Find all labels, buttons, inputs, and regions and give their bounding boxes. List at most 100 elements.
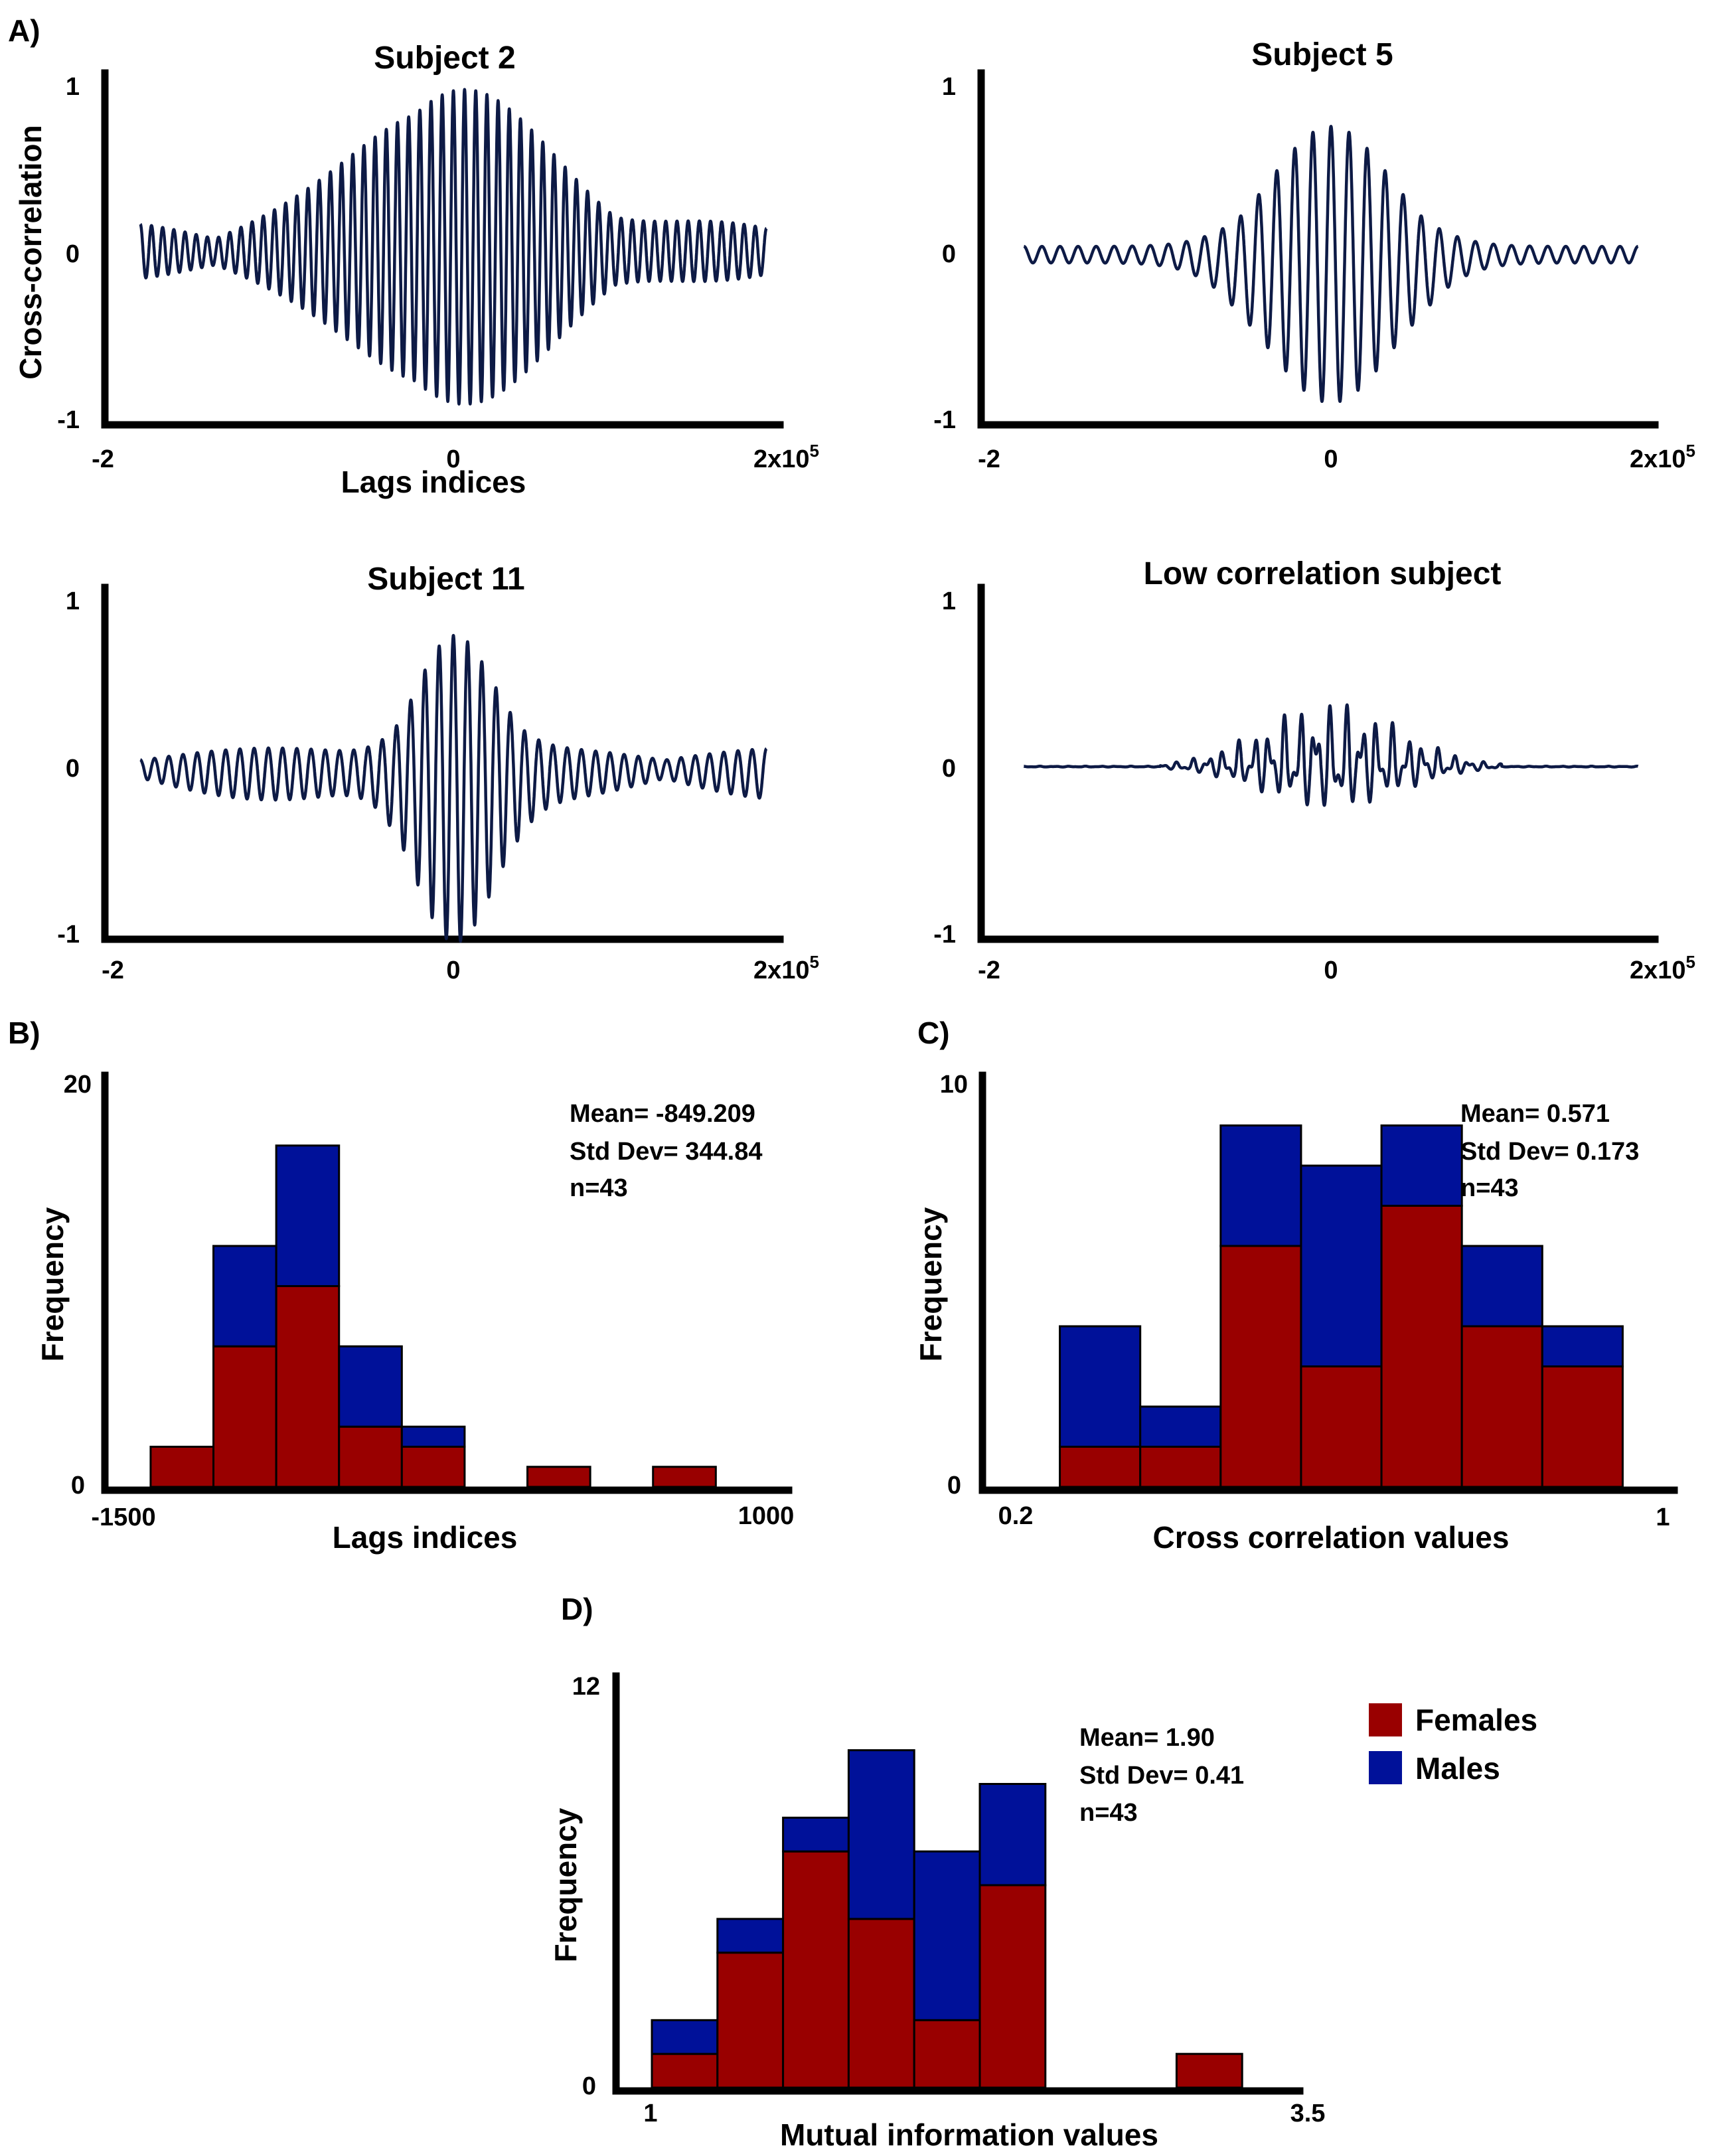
histogram-bar-females xyxy=(338,1425,403,1488)
y-tick-label: 0 xyxy=(942,240,956,268)
histogram-bar-males xyxy=(1219,1124,1302,1247)
histogram-bar-males xyxy=(782,1816,850,1853)
y-tick-label: 0 xyxy=(71,1472,85,1500)
histogram-bar-females xyxy=(1175,2052,1243,2089)
axes xyxy=(612,1672,1304,2095)
histogram-bar-males xyxy=(716,1918,785,1954)
y-axis-label: Frequency xyxy=(548,1808,583,1962)
y-tick-label: -1 xyxy=(933,406,956,434)
y-tick-label: -1 xyxy=(57,921,80,949)
x-tick-label: 1 xyxy=(1656,1503,1670,1531)
x-tick-label: 0 xyxy=(1324,957,1338,984)
stat-std-dev: Std Dev= 0.41 xyxy=(1079,1762,1244,1790)
histogram-bar-males xyxy=(847,1749,915,1920)
x-tick-label: 3.5 xyxy=(1290,2100,1326,2127)
x-axis-label: Lags indices xyxy=(341,465,526,499)
chart-mutual-information-histogram: 12 0 1 3.5 Mutual information values Fre… xyxy=(548,1672,1326,2152)
histogram-bar-males xyxy=(913,1850,981,2021)
stat-std-dev: Std Dev= 344.84 xyxy=(570,1138,762,1166)
legend-swatch-females xyxy=(1369,1703,1402,1736)
cross-correlation-line xyxy=(1022,125,1640,404)
histogram-bar-males xyxy=(212,1245,277,1348)
chart-low-correlation-subject: Low correlation subject 1 0 -1 -2 0 2x10… xyxy=(933,556,1695,984)
chart-title: Subject 2 xyxy=(374,40,515,76)
x-tick-label: 1 xyxy=(643,2100,657,2127)
chart-cross-correlation-histogram: 10 0 0.2 1 Cross correlation values Freq… xyxy=(913,1071,1678,1555)
x-tick-label: -2 xyxy=(92,445,114,473)
histogram-bar-males xyxy=(1541,1325,1624,1367)
histogram-bar-females xyxy=(1059,1446,1142,1488)
cross-correlation-line xyxy=(139,633,768,943)
x-axis-label: Lags indices xyxy=(333,1520,518,1555)
x-tick-label: 0.2 xyxy=(998,1502,1034,1530)
x-tick-label: 0 xyxy=(446,957,460,984)
histogram-bar-males xyxy=(275,1144,341,1287)
histogram-bar-females xyxy=(526,1466,591,1488)
histogram-bar-females xyxy=(1460,1325,1543,1488)
histogram-bar-males xyxy=(978,1783,1047,1887)
x-axis-label: Cross correlation values xyxy=(1153,1520,1510,1555)
stat-n: n=43 xyxy=(570,1174,628,1202)
chart-title: Low correlation subject xyxy=(1144,556,1502,591)
x-tick-label: 2x105 xyxy=(753,952,819,984)
histogram-bar-females xyxy=(212,1345,277,1488)
legend-swatch-males xyxy=(1369,1751,1402,1784)
y-tick-label: 0 xyxy=(66,240,80,268)
y-tick-label: 10 xyxy=(940,1071,968,1099)
panel-label-d: D) xyxy=(561,1592,593,1626)
histogram-bar-females xyxy=(1139,1446,1222,1488)
bars xyxy=(1059,1124,1624,1488)
x-axis-label: Mutual information values xyxy=(780,2118,1158,2152)
histogram-bar-females xyxy=(1219,1245,1302,1488)
chart-title: Subject 5 xyxy=(1251,37,1393,72)
cross-correlation-line xyxy=(1022,703,1640,807)
histogram-bar-males xyxy=(1300,1164,1383,1367)
y-tick-label: 12 xyxy=(572,1673,600,1701)
x-tick-label: 0 xyxy=(446,445,460,473)
cross-correlation-line xyxy=(139,88,768,406)
x-tick-label: 2x105 xyxy=(1630,952,1695,984)
axes xyxy=(977,69,1659,429)
y-tick-label: 0 xyxy=(942,755,956,783)
x-tick-label: -2 xyxy=(978,957,1000,984)
legend-label-males: Males xyxy=(1415,1751,1500,1786)
chart-subject-5: Subject 5 1 0 -1 -2 0 2x105 xyxy=(933,37,1695,473)
histogram-bar-females xyxy=(652,1466,717,1488)
histogram-bar-males xyxy=(338,1345,403,1428)
x-tick-label: -2 xyxy=(102,957,124,984)
panel-label-a: A) xyxy=(8,13,40,48)
stat-mean: Mean= 0.571 xyxy=(1460,1100,1610,1128)
chart-title: Subject 11 xyxy=(367,562,524,597)
y-tick-label: 20 xyxy=(64,1071,92,1099)
stat-mean: Mean= -849.209 xyxy=(570,1100,755,1128)
y-tick-label: 0 xyxy=(582,2072,596,2100)
histogram-bar-females xyxy=(1541,1365,1624,1488)
x-tick-label: -1500 xyxy=(91,1503,155,1531)
histogram-bar-males xyxy=(400,1425,466,1448)
stat-std-dev: Std Dev= 0.173 xyxy=(1460,1138,1639,1166)
histogram-bar-males xyxy=(651,2019,719,2055)
panel-label-b: B) xyxy=(8,1016,40,1050)
x-tick-label: 1000 xyxy=(738,1502,795,1530)
histogram-bar-females xyxy=(1300,1365,1383,1488)
chart-lags-histogram: 20 0 -1500 1000 Lags indices Frequency M… xyxy=(35,1071,794,1555)
histogram-bar-females xyxy=(913,2019,981,2089)
chart-subject-11: Subject 11 1 0 -1 -2 0 2x105 xyxy=(57,562,819,984)
y-tick-label: 0 xyxy=(947,1472,961,1500)
histogram-bar-males xyxy=(1460,1245,1543,1328)
histogram-bar-males xyxy=(1380,1124,1463,1207)
y-axis-label: Cross-correlation xyxy=(13,125,48,379)
y-tick-label: 1 xyxy=(66,73,80,101)
bars xyxy=(651,1749,1243,2089)
panel-label-c: C) xyxy=(917,1016,950,1050)
histogram-bar-females xyxy=(782,1850,850,2089)
legend-label-females: Females xyxy=(1415,1703,1537,1737)
histogram-bar-males xyxy=(1139,1405,1222,1448)
chart-subject-2: Subject 2 1 0 -1 -2 0 2x105 Lags indices… xyxy=(13,40,819,499)
y-axis-label: Frequency xyxy=(913,1207,948,1361)
y-tick-label: 0 xyxy=(66,755,80,783)
histogram-bar-females xyxy=(847,1918,915,2089)
x-tick-label: -2 xyxy=(978,445,1000,473)
histogram-bar-females xyxy=(651,2052,719,2089)
